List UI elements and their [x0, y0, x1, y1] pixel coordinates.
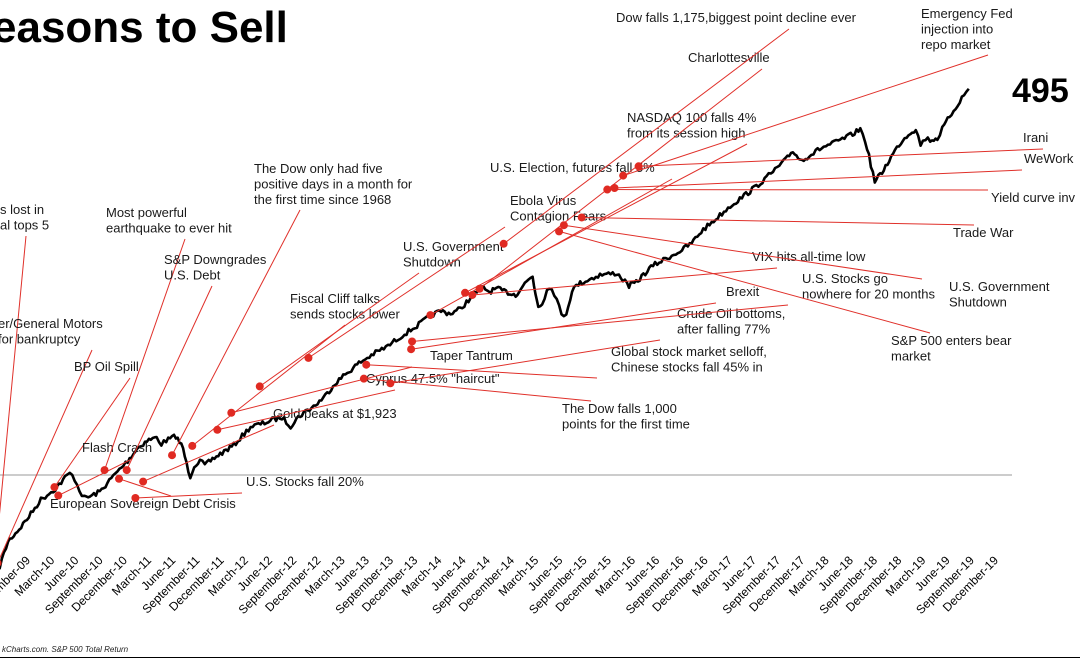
- event-marker: [255, 382, 264, 391]
- event-leader-line: [217, 389, 396, 431]
- event-marker: [634, 162, 643, 171]
- event-marker: [54, 491, 63, 500]
- event-label: Irani: [1023, 130, 1048, 145]
- event-marker: [50, 483, 59, 492]
- event-marker: [122, 466, 131, 475]
- event-marker: [555, 227, 564, 236]
- event-leader-line: [581, 216, 975, 226]
- event-leader-line: [0, 349, 93, 559]
- event-leader-line: [411, 302, 717, 350]
- event-marker: [577, 213, 586, 222]
- event-leader-line: [259, 272, 420, 387]
- event-leader-line: [118, 478, 172, 497]
- chart-title: easons to Sell: [0, 3, 288, 52]
- event-marker: [603, 185, 612, 194]
- event-label: S&P 500 enters bear market: [891, 333, 1012, 364]
- event-marker: [610, 184, 619, 192]
- event-label: U.S. Government Shutdown: [403, 239, 504, 270]
- event-marker: [619, 171, 628, 180]
- event-label: Emergency Fed injection into repo market: [921, 6, 1013, 52]
- event-leader-line: [0, 235, 27, 515]
- event-leader-line: [638, 148, 1044, 167]
- event-leader-line: [308, 226, 506, 359]
- event-leader-line: [104, 238, 186, 471]
- event-marker: [0, 559, 2, 567]
- event-marker: [213, 425, 222, 434]
- event-marker: [139, 477, 148, 486]
- event-marker: [386, 379, 395, 388]
- event-annotations: s lost in al tops 5 er/General Motors for b…: [0, 6, 1076, 567]
- event-marker: [168, 451, 177, 460]
- event-label: Flash Crash: [82, 440, 152, 455]
- x-axis-ticks: ember-09March-10June-10September-10Decem…: [0, 553, 1001, 617]
- event-leader-line: [366, 364, 598, 379]
- event-leader-line: [623, 54, 989, 177]
- event-label: Ebola Virus Contagion Fears: [510, 193, 607, 224]
- event-leader-line: [563, 224, 923, 280]
- event-marker: [426, 311, 435, 320]
- event-label: U.S. Stocks go nowhere for 20 months: [802, 271, 935, 302]
- event-label: U.S. Election, futures fall 5%: [490, 160, 655, 175]
- event-label: VIX hits all-time low: [752, 249, 866, 264]
- event-marker: [468, 290, 477, 299]
- event-label: Global stock market selloff, Chinese stoc…: [611, 344, 767, 375]
- event-marker: [304, 353, 313, 362]
- event-marker: [461, 288, 470, 297]
- event-leader-line: [558, 230, 931, 334]
- event-label: BP Oil Spill: [74, 359, 139, 374]
- event-leader-line: [390, 339, 661, 384]
- event-label: The Dow only had five positive days in a …: [254, 161, 413, 207]
- event-marker: [408, 337, 417, 346]
- event-leader-line: [614, 169, 1023, 189]
- event-marker: [131, 494, 140, 502]
- event-label: WeWork: [1024, 151, 1074, 166]
- event-label: Most powerful earthquake to ever hit: [106, 205, 232, 236]
- event-label: Gold peaks at $1,923: [273, 406, 397, 421]
- event-label: S&P Downgrades U.S. Debt: [164, 252, 267, 283]
- event-leader-line: [412, 304, 789, 342]
- event-leader-line: [142, 424, 275, 483]
- event-label: Yield curve inv: [991, 190, 1076, 205]
- event-leader-line: [479, 68, 763, 290]
- event-label: The Dow falls 1,000 points for the first …: [562, 401, 690, 432]
- event-label: Trade War: [953, 225, 1014, 240]
- event-label: Dow falls 1,175,biggest point decline ev…: [616, 10, 857, 25]
- event-label: U.S. Stocks fall 20%: [246, 474, 364, 489]
- event-marker: [499, 239, 508, 248]
- event-leader-line: [503, 28, 790, 245]
- event-leader-line: [54, 377, 131, 488]
- event-marker: [100, 466, 109, 475]
- event-leader-line: [191, 324, 346, 447]
- event-marker: [188, 441, 197, 450]
- event-marker: [407, 345, 416, 354]
- event-label: Fiscal Cliff talks sends stocks lower: [290, 291, 400, 322]
- event-marker: [475, 284, 484, 293]
- event-marker: [115, 474, 124, 483]
- event-leader-line: [472, 267, 778, 296]
- event-label: er/General Motors for bankruptcy: [0, 316, 103, 347]
- event-marker: [359, 374, 368, 383]
- event-marker: [559, 221, 568, 230]
- event-label: s lost in al tops 5: [0, 202, 49, 233]
- event-label: Crude Oil bottoms, after falling 77%: [677, 306, 785, 337]
- event-marker: [227, 408, 236, 417]
- event-leader-line: [58, 458, 133, 496]
- event-leader-line: [363, 378, 592, 402]
- event-marker: [362, 360, 371, 369]
- event-leader-line: [135, 492, 243, 499]
- event-leader-line: [231, 366, 413, 414]
- event-label: Charlottesville: [688, 50, 770, 65]
- event-leader-line: [126, 285, 213, 471]
- latest-value: 495: [1012, 72, 1069, 110]
- source-note: kCharts.com. S&P 500 Total Return: [2, 645, 129, 654]
- event-label: European Sovereign Debt Crisis: [50, 496, 236, 511]
- event-label: U.S. Government Shutdown: [949, 279, 1050, 310]
- event-leader-line: [171, 209, 301, 456]
- event-label: Brexit: [726, 284, 760, 299]
- event-label: Taper Tantrum: [430, 348, 513, 363]
